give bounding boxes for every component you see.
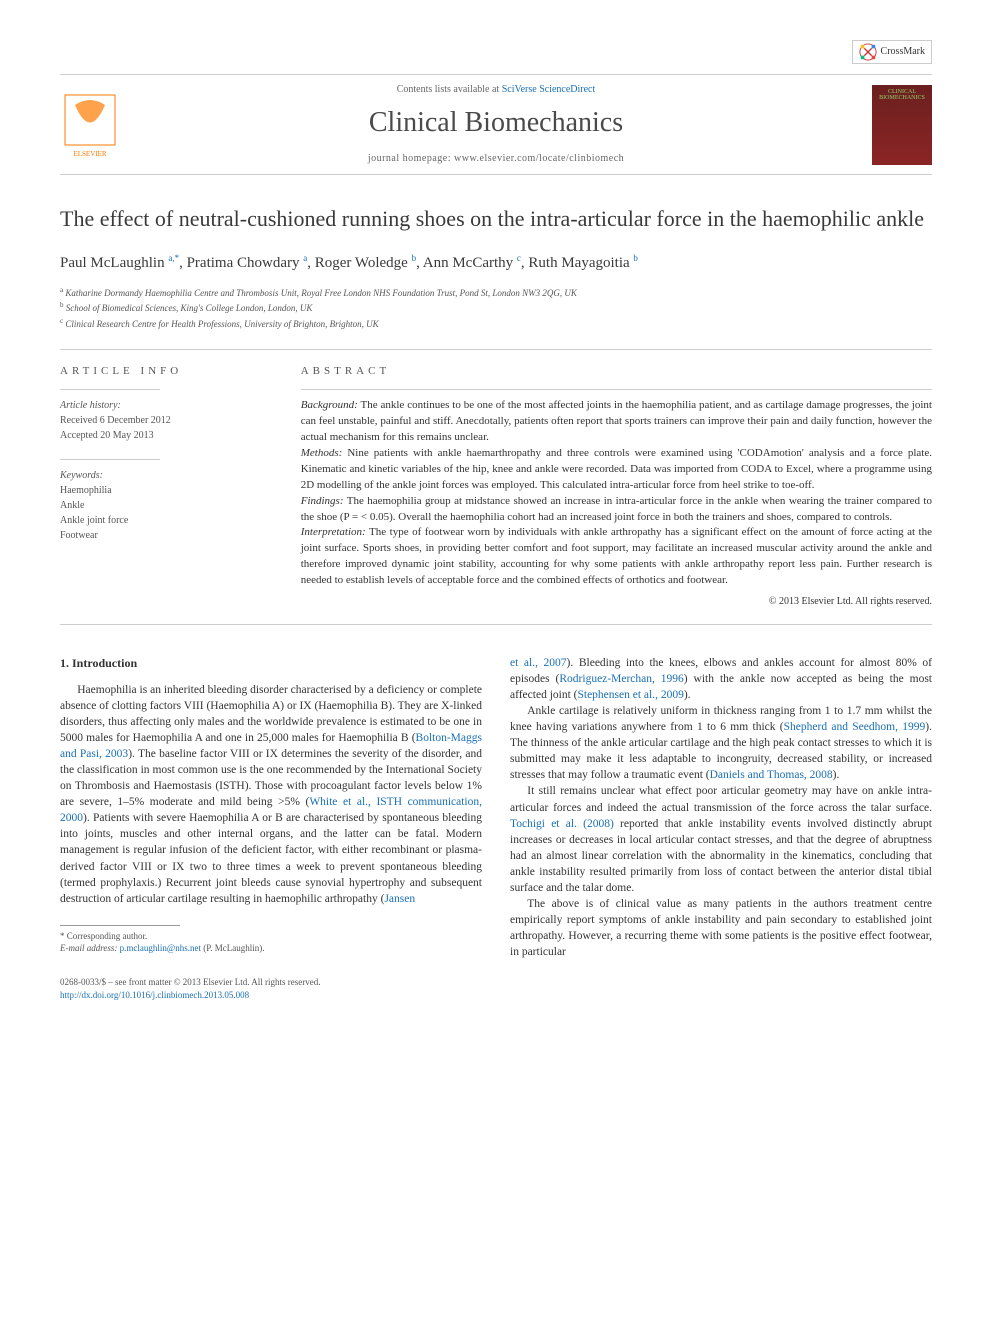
journal-name: Clinical Biomechanics: [120, 103, 872, 142]
body-paragraph: The above is of clinical value as many p…: [510, 896, 932, 960]
abstract-methods: Methods: Nine patients with ankle haemar…: [301, 446, 932, 494]
citation-link[interactable]: et al., 2007: [510, 657, 567, 669]
affiliation-text: School of Biomedical Sciences, King's Co…: [66, 303, 313, 313]
corresponding-text: Corresponding author.: [67, 931, 148, 941]
keyword: Ankle joint force: [60, 513, 273, 528]
header-bar: ELSEVIER Contents lists available at Sci…: [60, 74, 932, 175]
citation-link[interactable]: Rodriguez-Merchan, 1996: [559, 673, 683, 685]
author: Paul McLaughlin: [60, 255, 165, 271]
keyword: Footwear: [60, 528, 273, 543]
abstract-background: Background: The ankle continues to be on…: [301, 398, 932, 446]
citation-link[interactable]: Tochigi et al. (2008): [510, 818, 614, 830]
author-affil-sup: a: [303, 253, 307, 263]
crossmark-icon: [859, 43, 877, 61]
abstract-col: ABSTRACT Background: The ankle continues…: [287, 350, 932, 624]
journal-homepage: journal homepage: www.elsevier.com/locat…: [120, 152, 872, 166]
divider: [60, 459, 160, 460]
body-paragraph: et al., 2007). Bleeding into the knees, …: [510, 655, 932, 703]
page-root: CrossMark ELSEVIER Contents lists availa…: [0, 0, 992, 1042]
email-link[interactable]: p.mclaughlin@nhs.net: [120, 943, 201, 953]
article-title: The effect of neutral-cushioned running …: [60, 205, 932, 234]
abstract-findings: Findings: The haemophilia group at midst…: [301, 494, 932, 526]
affiliations-block: a Katharine Dormandy Haemophilia Centre …: [60, 286, 932, 331]
email-label: E-mail address:: [60, 943, 117, 953]
abstract-text: The type of footwear worn by individuals…: [301, 526, 932, 586]
elsevier-logo: ELSEVIER: [60, 90, 120, 160]
header-center: Contents lists available at SciVerse Sci…: [120, 83, 872, 166]
abstract-text: The haemophilia group at midstance showe…: [301, 495, 932, 523]
crossmark-label: CrossMark: [881, 45, 925, 59]
corresponding-note: * Corresponding author.: [60, 930, 482, 943]
journal-cover-label: CLINICAL BIOMECHANICS: [876, 89, 928, 102]
affiliation-b: b School of Biomedical Sciences, King's …: [60, 301, 932, 315]
keyword: Haemophilia: [60, 483, 273, 498]
svg-text:ELSEVIER: ELSEVIER: [73, 150, 106, 158]
doi-link[interactable]: http://dx.doi.org/10.1016/j.clinbiomech.…: [60, 990, 249, 1000]
info-abstract-row: ARTICLE INFO Article history: Received 6…: [60, 349, 932, 625]
divider: [60, 389, 160, 390]
affiliation-text: Clinical Research Centre for Health Prof…: [65, 319, 378, 329]
contents-line: Contents lists available at SciVerse Sci…: [120, 83, 872, 97]
citation-link[interactable]: Jansen: [384, 893, 415, 905]
article-info-col: ARTICLE INFO Article history: Received 6…: [60, 350, 287, 624]
body-paragraph: It still remains unclear what effect poo…: [510, 783, 932, 896]
keywords-label: Keywords:: [60, 468, 273, 483]
citation-link[interactable]: Stephensen et al., 2009: [577, 689, 683, 701]
interpretation-label: Interpretation:: [301, 526, 366, 538]
divider: [301, 389, 932, 390]
affiliation-text: Katharine Dormandy Haemophilia Centre an…: [65, 288, 577, 298]
citation-link[interactable]: Daniels and Thomas, 2008: [710, 769, 833, 781]
citation-link[interactable]: White et al., ISTH communication, 2000: [60, 796, 482, 824]
author: Roger Woledge: [315, 255, 408, 271]
author: Ruth Mayagoitia: [528, 255, 629, 271]
body-col-right: et al., 2007). Bleeding into the knees, …: [510, 655, 932, 961]
corresponding-star-icon: *: [175, 253, 180, 263]
findings-label: Findings:: [301, 495, 344, 507]
body-col-left: 1. Introduction Haemophilia is an inheri…: [60, 655, 482, 961]
issn-line: 0268-0033/$ – see front matter © 2013 El…: [60, 976, 932, 989]
affiliation-a: a Katharine Dormandy Haemophilia Centre …: [60, 286, 932, 300]
abstract-text: The ankle continues to be one of the mos…: [301, 399, 932, 443]
history-label: Article history:: [60, 398, 273, 413]
background-label: Background:: [301, 399, 358, 411]
header-top: CrossMark: [60, 40, 932, 64]
contents-prefix: Contents lists available at: [397, 84, 502, 95]
received-date: Received 6 December 2012: [60, 413, 273, 428]
abstract-interpretation: Interpretation: The type of footwear wor…: [301, 525, 932, 589]
article-history: Article history: Received 6 December 201…: [60, 398, 273, 443]
accepted-date: Accepted 20 May 2013: [60, 428, 273, 443]
keyword: Ankle: [60, 498, 273, 513]
citation-link[interactable]: Shepherd and Seedhom, 1999: [784, 721, 926, 733]
methods-label: Methods:: [301, 447, 343, 459]
email-line: E-mail address: p.mclaughlin@nhs.net (P.…: [60, 942, 482, 955]
affiliation-c: c Clinical Research Centre for Health Pr…: [60, 317, 932, 331]
email-paren: (P. McLaughlin).: [203, 943, 264, 953]
body-columns: 1. Introduction Haemophilia is an inheri…: [60, 655, 932, 961]
footnotes: * Corresponding author. E-mail address: …: [60, 925, 482, 955]
author-affil-sup: c: [517, 253, 521, 263]
keywords-block: Keywords: Haemophilia Ankle Ankle joint …: [60, 468, 273, 543]
article-info-heading: ARTICLE INFO: [60, 364, 273, 379]
citation-link[interactable]: Bolton-Maggs and Pasi, 2003: [60, 732, 482, 760]
footnote-rule: [60, 925, 180, 926]
body-paragraph: Ankle cartilage is relatively uniform in…: [510, 703, 932, 783]
doc-footer: 0268-0033/$ – see front matter © 2013 El…: [60, 976, 932, 1001]
journal-cover-thumb: CLINICAL BIOMECHANICS: [872, 85, 932, 165]
abstract-heading: ABSTRACT: [301, 364, 932, 379]
section-heading-intro: 1. Introduction: [60, 655, 482, 672]
abstract-copyright: © 2013 Elsevier Ltd. All rights reserved…: [301, 595, 932, 610]
authors-line: Paul McLaughlin a,*, Pratima Chowdary a,…: [60, 252, 932, 274]
sciencedirect-link[interactable]: SciVerse ScienceDirect: [502, 84, 596, 95]
abstract-body: Background: The ankle continues to be on…: [301, 398, 932, 610]
body-paragraph: Haemophilia is an inherited bleeding dis…: [60, 682, 482, 907]
abstract-text: Nine patients with ankle haemarthropathy…: [301, 447, 932, 491]
author-affil-sup: b: [633, 253, 638, 263]
author: Ann McCarthy: [423, 255, 513, 271]
author: Pratima Chowdary: [187, 255, 300, 271]
crossmark-badge[interactable]: CrossMark: [852, 40, 932, 64]
author-affil-sup: b: [412, 253, 417, 263]
